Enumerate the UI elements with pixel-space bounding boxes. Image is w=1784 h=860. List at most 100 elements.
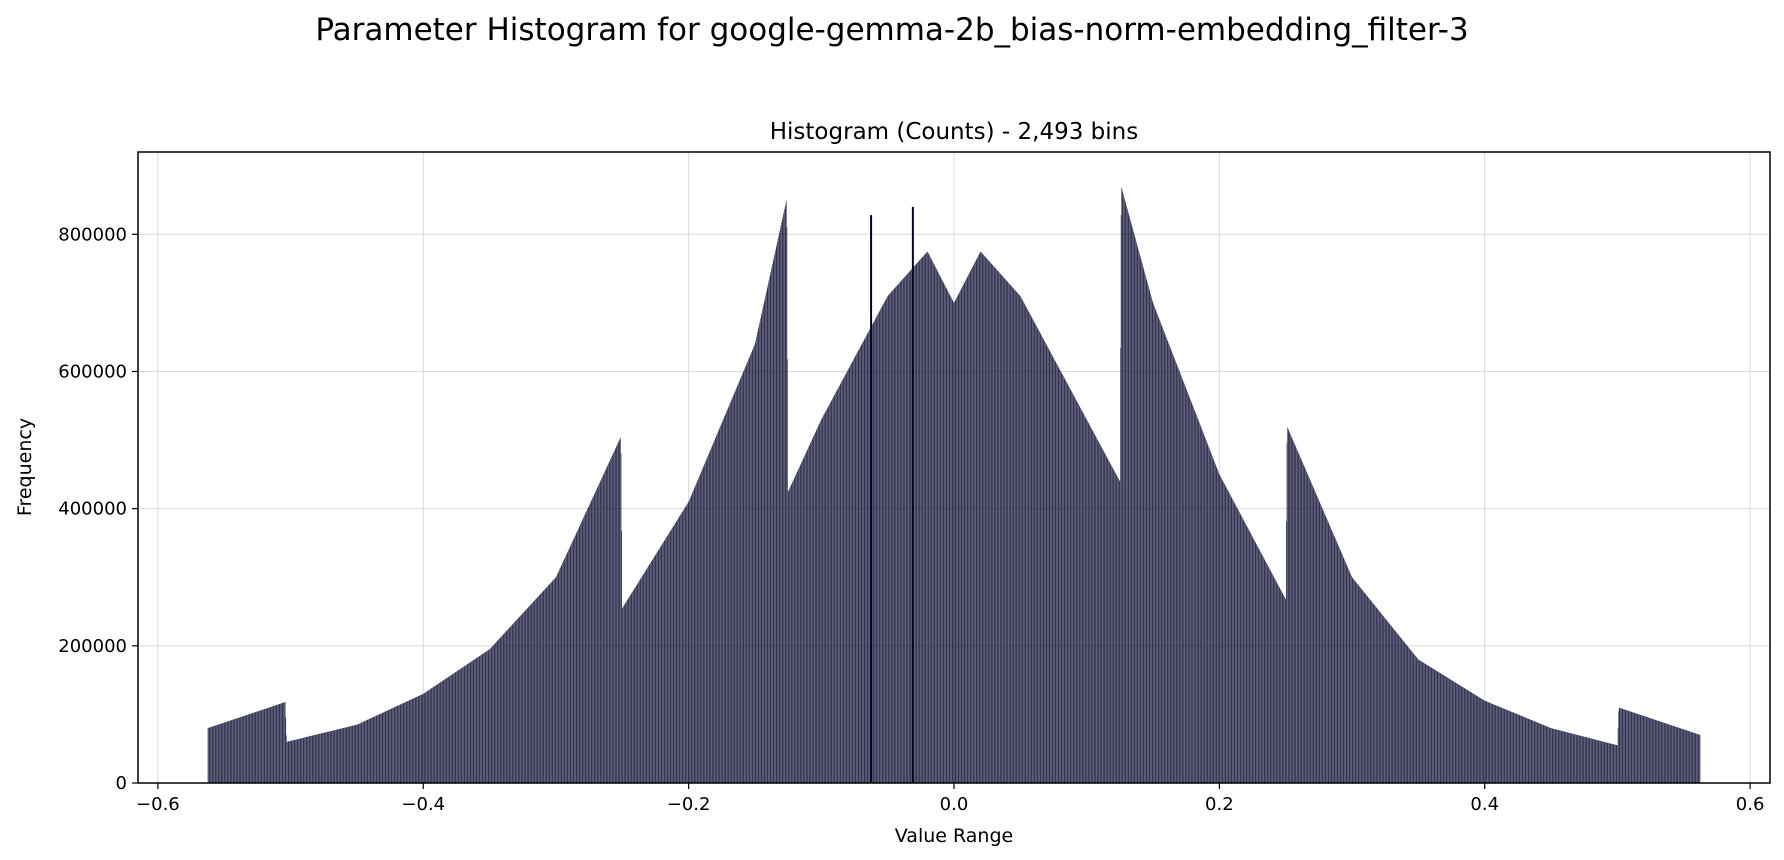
- histogram-bar: [714, 438, 716, 783]
- histogram-bar: [556, 576, 557, 783]
- histogram-bar: [1516, 713, 1518, 783]
- histogram-bar: [1417, 658, 1418, 783]
- histogram-bar: [292, 740, 293, 783]
- histogram-bar: [877, 314, 879, 783]
- histogram-bar: [1083, 414, 1085, 783]
- histogram-bar: [1406, 644, 1407, 783]
- histogram-bar: [1542, 724, 1543, 783]
- histogram-bar: [465, 665, 466, 783]
- histogram-bar: [947, 290, 948, 783]
- histogram-bar: [1546, 726, 1548, 783]
- histogram-bars: [207, 188, 1701, 784]
- histogram-bar: [1680, 728, 1681, 783]
- histogram-bar: [532, 602, 533, 783]
- histogram-bar: [1512, 712, 1514, 783]
- histogram-bar: [443, 680, 445, 783]
- histogram-bar: [295, 739, 296, 783]
- histogram-bar: [1594, 739, 1595, 783]
- histogram-bar: [1154, 306, 1155, 783]
- histogram-bar: [473, 659, 475, 783]
- histogram-bar: [1305, 470, 1307, 783]
- histogram-bar: [423, 693, 424, 783]
- histogram-bar: [1114, 472, 1116, 783]
- histogram-bar: [1098, 442, 1100, 783]
- histogram-bar: [765, 293, 767, 783]
- histogram-bar: [1023, 302, 1025, 783]
- histogram-bar: [907, 274, 908, 783]
- histogram-bar: [1429, 666, 1431, 783]
- histogram-bar: [341, 728, 343, 783]
- histogram-bar: [1186, 390, 1188, 783]
- histogram-bar: [1047, 346, 1048, 783]
- histogram-bar: [467, 663, 469, 783]
- histogram-bar: [1573, 733, 1574, 783]
- histogram-bar: [601, 477, 603, 783]
- histogram-bar: [354, 725, 355, 783]
- histogram-bar: [1550, 727, 1551, 783]
- histogram-bar: [1460, 685, 1461, 783]
- histogram-bar: [645, 569, 647, 783]
- histogram-bar: [474, 659, 475, 783]
- histogram-bar: [1465, 688, 1466, 783]
- histogram-bar: [1641, 715, 1642, 783]
- histogram-bar: [1544, 725, 1546, 783]
- histogram-bar: [883, 302, 885, 783]
- histogram-bar: [1673, 726, 1674, 783]
- histogram-bar: [1610, 743, 1612, 783]
- histogram-bar: [678, 516, 680, 783]
- histogram-bar: [611, 457, 612, 783]
- histogram-bar: [366, 719, 368, 783]
- histogram-bar: [1629, 711, 1630, 783]
- histogram-bar: [704, 463, 706, 783]
- histogram-bar: [1498, 706, 1500, 783]
- histogram-bar: [1635, 713, 1637, 783]
- histogram-bar: [1500, 707, 1501, 783]
- histogram-bar: [638, 582, 639, 783]
- histogram-bar: [602, 475, 604, 783]
- histogram-bar: [1335, 538, 1336, 783]
- histogram-bar: [236, 718, 237, 783]
- histogram-bar: [1466, 689, 1467, 783]
- histogram-bar: [436, 684, 437, 783]
- histogram-bar: [581, 520, 583, 783]
- histogram-bar: [1457, 683, 1458, 783]
- histogram-bar: [1571, 733, 1573, 783]
- histogram-bar: [1362, 590, 1363, 783]
- histogram-bar: [488, 649, 490, 783]
- histogram-bar: [1040, 334, 1042, 783]
- histogram-bar: [391, 708, 393, 783]
- histogram-bar: [907, 273, 909, 783]
- histogram-bar: [1634, 712, 1636, 783]
- histogram-bar: [1358, 585, 1360, 783]
- histogram-bar: [1420, 660, 1421, 783]
- histogram-bar: [725, 413, 727, 783]
- histogram-bar: [408, 700, 410, 783]
- histogram-bar: [374, 716, 375, 783]
- histogram-bar: [1564, 731, 1565, 783]
- histogram-bar: [520, 615, 521, 783]
- histogram-bar: [1259, 550, 1261, 783]
- histogram-bar: [1635, 713, 1636, 783]
- histogram-bar: [1363, 591, 1364, 783]
- x-axis-label: Value Range: [895, 825, 1013, 847]
- histogram-bar: [1244, 521, 1245, 783]
- histogram-bar: [211, 726, 212, 783]
- histogram-bar: [1515, 713, 1517, 783]
- histogram-bar: [1657, 720, 1658, 783]
- histogram-bar: [1556, 729, 1558, 783]
- histogram-bar: [1293, 441, 1294, 783]
- histogram-bar: [1481, 699, 1483, 783]
- histogram-bar: [865, 337, 866, 783]
- histogram-bar: [553, 579, 554, 783]
- histogram-bar: [1108, 461, 1110, 783]
- histogram-bar: [1072, 394, 1074, 783]
- histogram-bar: [832, 398, 833, 783]
- histogram-bar: [289, 741, 290, 783]
- histogram-bar: [1071, 390, 1072, 783]
- histogram-bar: [1697, 734, 1698, 783]
- histogram-bar: [359, 723, 361, 783]
- histogram-bar: [1015, 291, 1017, 783]
- histogram-bar: [1314, 489, 1315, 783]
- histogram-bar: [514, 621, 516, 783]
- histogram-bar: [1174, 359, 1176, 783]
